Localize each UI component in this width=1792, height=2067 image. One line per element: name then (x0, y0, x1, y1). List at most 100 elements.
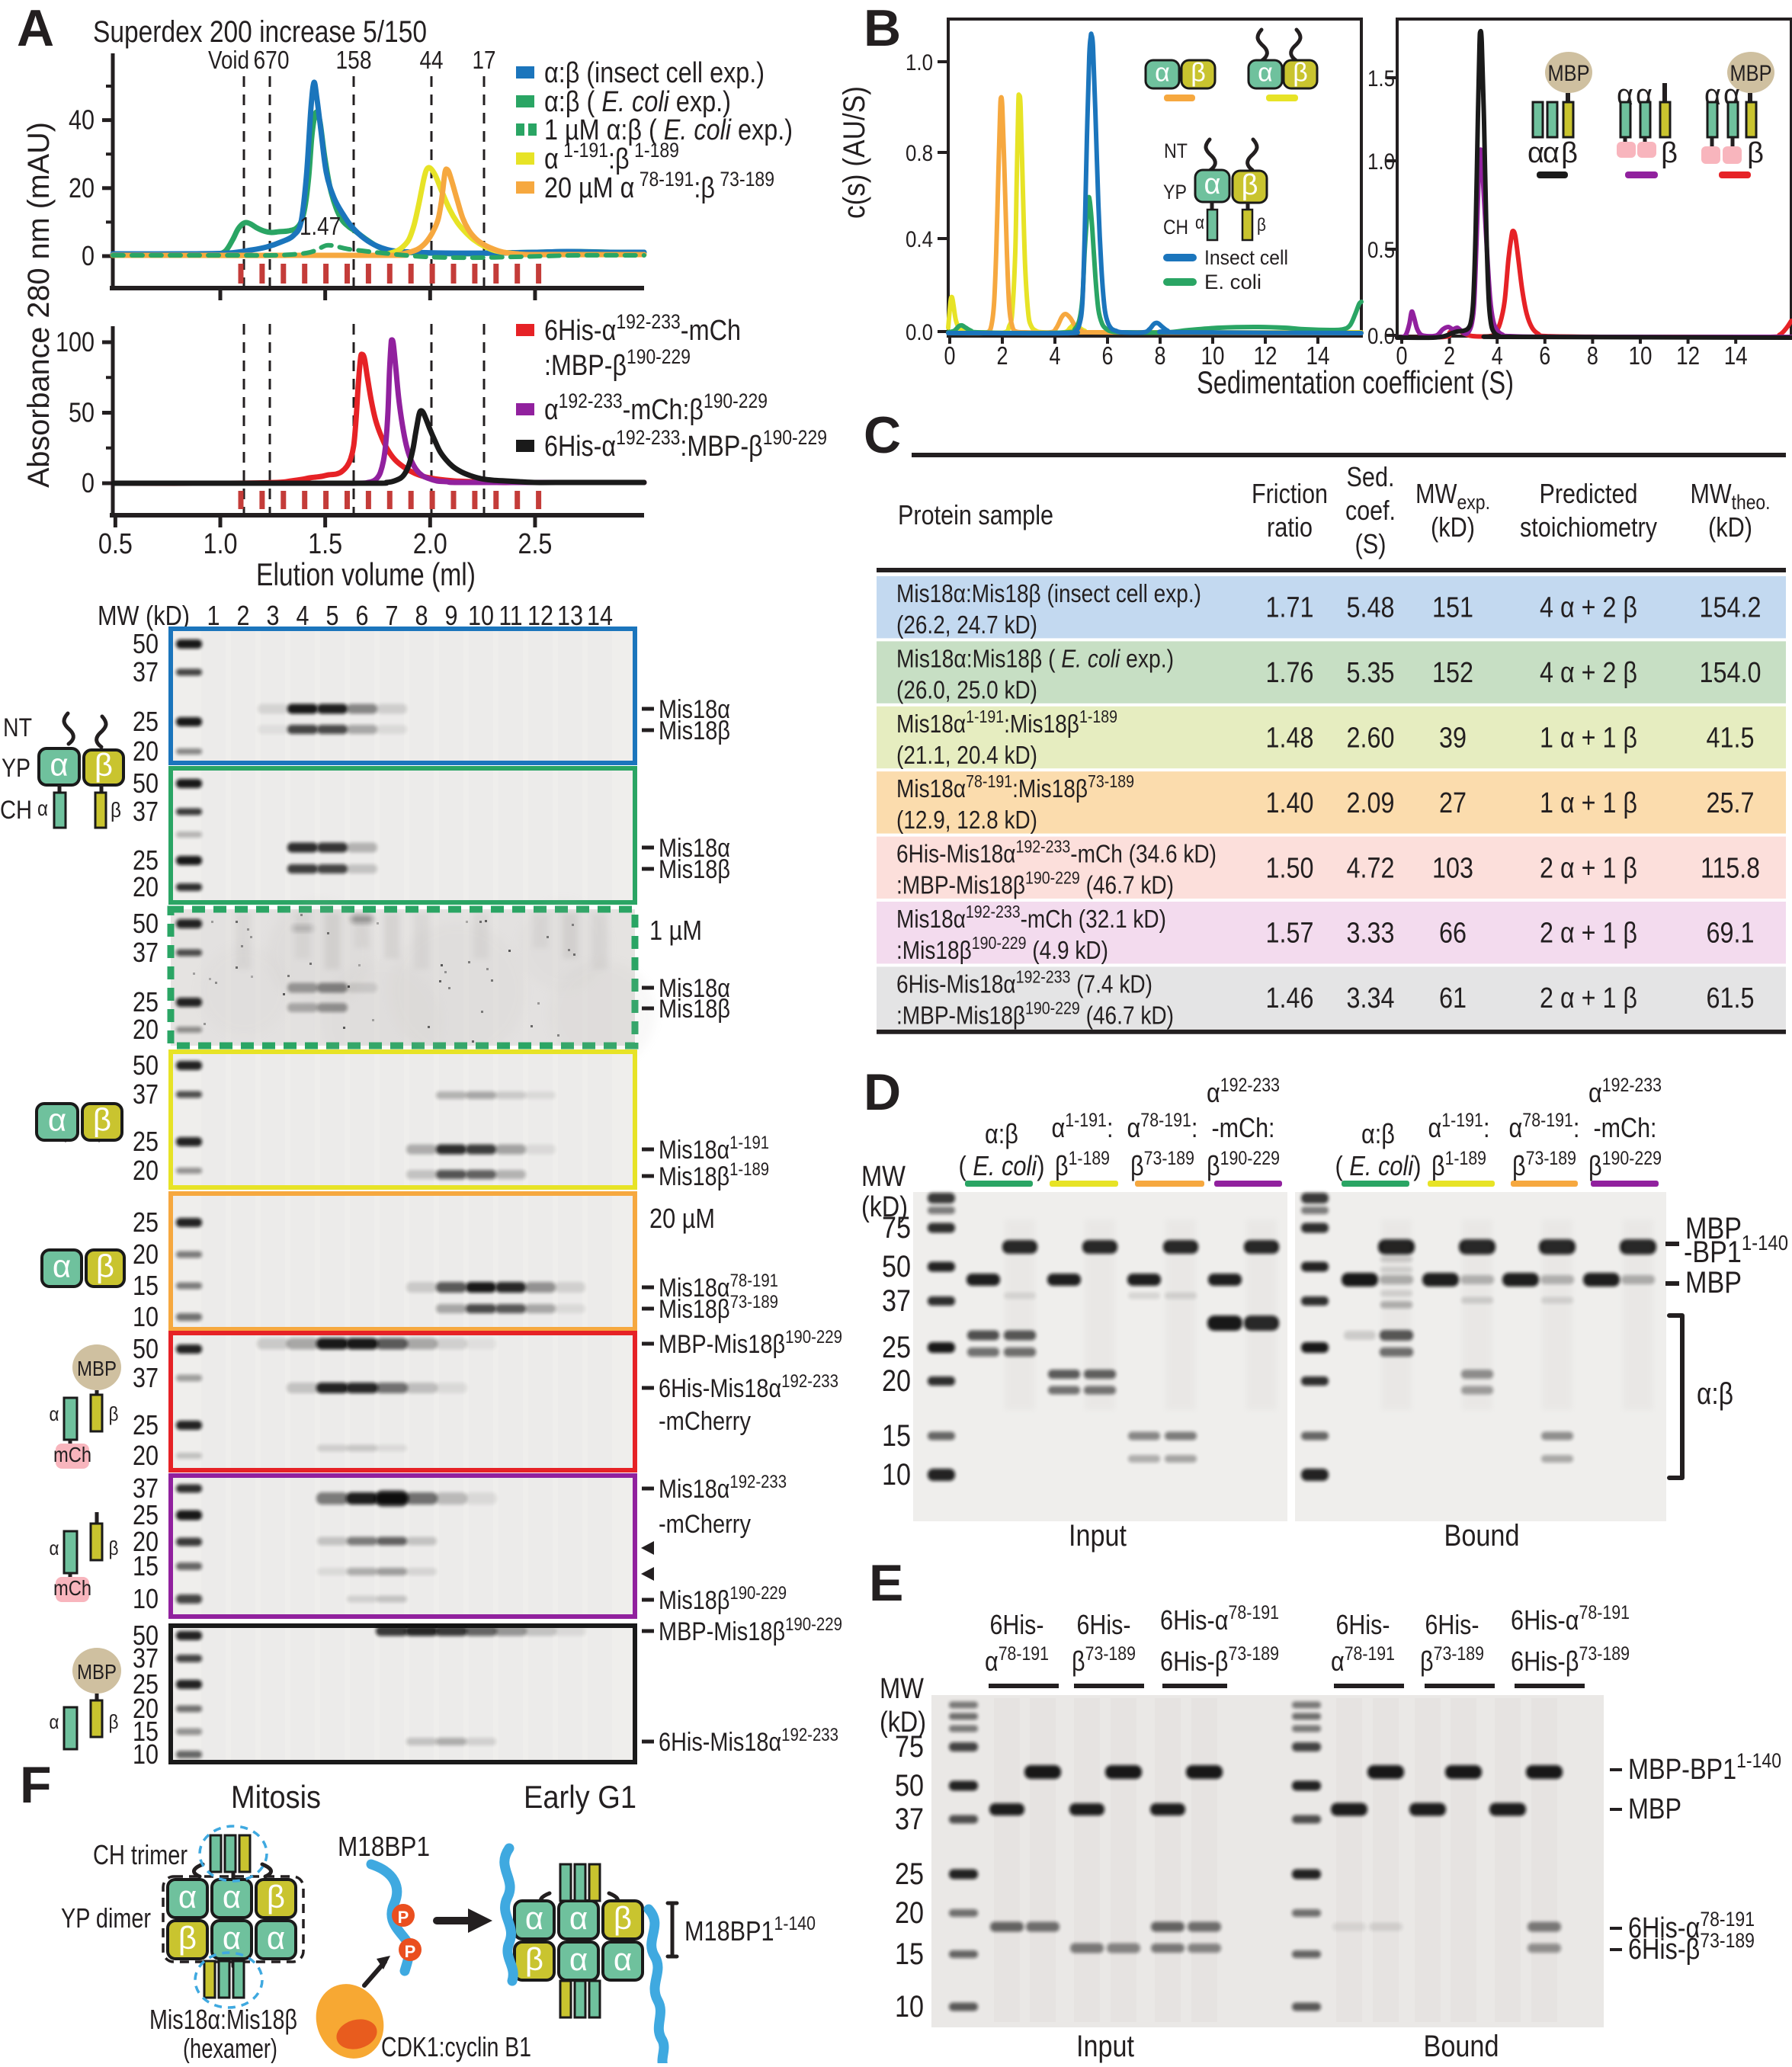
svg-text:69.1: 69.1 (1707, 918, 1755, 950)
svg-text:15: 15 (133, 1716, 159, 1747)
svg-text:158: 158 (336, 46, 372, 74)
svg-text:37: 37 (882, 1284, 911, 1318)
svg-text:Bound: Bound (1424, 2030, 1499, 2063)
svg-text:6His-Mis18α192-233-mCh (34.6 k: 6His-Mis18α192-233-mCh (34.6 kD) (896, 837, 1217, 868)
svg-text:α: α (1528, 137, 1544, 169)
svg-text:mCh: mCh (53, 1443, 91, 1466)
svg-text:154.0: 154.0 (1700, 657, 1762, 689)
svg-text:2.09: 2.09 (1347, 787, 1395, 819)
svg-text:2.5: 2.5 (518, 528, 552, 560)
svg-text:20: 20 (133, 1014, 159, 1045)
svg-text:β1-189: β1-189 (1055, 1148, 1110, 1181)
svg-text:20 µM: 20 µM (649, 1203, 715, 1234)
svg-text:β190-229: β190-229 (1588, 1148, 1662, 1181)
svg-text:Friction: Friction (1252, 478, 1328, 509)
svg-text:2 α + 1 β: 2 α + 1 β (1540, 852, 1637, 884)
svg-text:0: 0 (82, 467, 95, 498)
svg-text:75: 75 (895, 1730, 924, 1764)
svg-text:MW: MW (861, 1161, 906, 1193)
svg-text:α: α (50, 1710, 59, 1733)
svg-text:6His-: 6His- (1336, 1609, 1390, 1640)
svg-text:α78-191:: α78-191: (1509, 1110, 1580, 1143)
svg-text:P: P (405, 1942, 416, 1961)
svg-text:α: α (223, 1920, 241, 1956)
svg-text:β: β (1747, 137, 1764, 169)
svg-text:( E. coli): ( E. coli) (1335, 1150, 1422, 1181)
svg-text:10: 10 (133, 1583, 159, 1614)
svg-text:1.46: 1.46 (1266, 982, 1314, 1014)
svg-text:20: 20 (133, 1155, 159, 1186)
svg-text:1 µM α:β ( E. coli exp.): 1 µM α:β ( E. coli exp.) (544, 114, 793, 146)
svg-text:α: α (525, 1900, 543, 1936)
svg-text:50: 50 (882, 1250, 911, 1283)
svg-text:α: α (50, 1537, 59, 1559)
svg-text:1.40: 1.40 (1266, 787, 1314, 819)
svg-text:Elution volume (ml): Elution volume (ml) (256, 556, 476, 592)
svg-text:1 α + 1 β: 1 α + 1 β (1540, 787, 1637, 819)
svg-text:61.5: 61.5 (1707, 982, 1755, 1014)
svg-text:CH: CH (1163, 216, 1188, 239)
svg-text:10: 10 (1201, 341, 1225, 370)
svg-text:Input: Input (1076, 2030, 1134, 2063)
svg-text:NT: NT (1164, 139, 1188, 162)
svg-text:Mis18α1-191: Mis18α1-191 (659, 1133, 769, 1165)
svg-text:coef.: coef. (1345, 495, 1396, 526)
svg-text:β: β (1561, 137, 1578, 169)
svg-text:MBP: MBP (77, 1357, 117, 1380)
svg-text:103: 103 (1432, 852, 1473, 884)
svg-text::MBP-β190-229: :MBP-β190-229 (544, 345, 691, 382)
svg-text:α: α (569, 1941, 588, 1977)
svg-text:50: 50 (133, 1333, 159, 1364)
svg-text:25: 25 (133, 844, 159, 876)
svg-text:Mis18α78-191: Mis18α78-191 (659, 1271, 778, 1303)
svg-text:50: 50 (133, 768, 159, 799)
svg-text:6His-β73-189: 6His-β73-189 (1511, 1643, 1630, 1677)
svg-text:α: α (1543, 137, 1560, 169)
svg-text:Mis18α1-191:Mis18β1-189: Mis18α1-191:Mis18β1-189 (896, 707, 1117, 738)
svg-text:CDK1:cyclin B1: CDK1:cyclin B1 (381, 2031, 531, 2062)
svg-text:10: 10 (133, 1739, 159, 1770)
svg-text:20: 20 (133, 1239, 159, 1270)
svg-text:10: 10 (882, 1458, 911, 1492)
svg-text:10: 10 (1629, 341, 1653, 370)
svg-text:4: 4 (1492, 341, 1503, 370)
svg-text:50: 50 (69, 397, 95, 428)
svg-text:1.5: 1.5 (1367, 66, 1395, 91)
svg-text:Mis18β: Mis18β (659, 716, 730, 745)
svg-text:10: 10 (895, 1990, 924, 2024)
svg-text:20: 20 (133, 735, 159, 767)
svg-text:α1-191:: α1-191: (1052, 1110, 1114, 1143)
svg-text:Void: Void (208, 46, 249, 74)
svg-text:-mCh:: -mCh: (1212, 1112, 1275, 1143)
svg-text:mCh: mCh (53, 1576, 91, 1600)
svg-text:25: 25 (133, 986, 159, 1017)
svg-text:5.48: 5.48 (1347, 592, 1395, 624)
svg-text:Mis18α:Mis18β (insect cell exp: Mis18α:Mis18β (insect cell exp.) (896, 579, 1201, 607)
svg-text:c(s) (AU/S): c(s) (AU/S) (838, 86, 871, 219)
svg-text:39: 39 (1439, 723, 1467, 755)
svg-text:(kD): (kD) (1708, 511, 1752, 543)
svg-text:β73-189: β73-189 (1512, 1148, 1576, 1181)
svg-text:2 α + 1 β: 2 α + 1 β (1540, 918, 1637, 950)
svg-text:115.8: 115.8 (1701, 852, 1760, 884)
svg-text:8: 8 (1155, 341, 1166, 370)
svg-text:Mis18α:Mis18β ( E. coli exp.): Mis18α:Mis18β ( E. coli exp.) (896, 644, 1174, 672)
svg-text:Mis18α: Mis18α (659, 974, 730, 1003)
svg-text:6His-α78-191: 6His-α78-191 (1628, 1908, 1755, 1944)
svg-text:-mCherry: -mCherry (659, 1407, 751, 1436)
svg-text:α: α (53, 1248, 71, 1284)
svg-text:6His-Mis18α192-233: 6His-Mis18α192-233 (659, 1371, 838, 1403)
svg-text:1.47: 1.47 (300, 212, 341, 240)
svg-text:E: E (869, 1554, 903, 1612)
svg-text:β73-189: β73-189 (1130, 1148, 1194, 1181)
svg-text:Input: Input (1069, 1519, 1127, 1553)
svg-text:α78-191:: α78-191: (1127, 1110, 1198, 1143)
svg-text:40: 40 (69, 104, 95, 136)
svg-text:6His-β73-189: 6His-β73-189 (1160, 1643, 1279, 1677)
svg-text:4: 4 (297, 600, 309, 631)
svg-text:37: 37 (133, 796, 159, 827)
svg-text:25: 25 (882, 1331, 911, 1364)
svg-text:6His-Mis18α192-233 (7.4 kD): 6His-Mis18α192-233 (7.4 kD) (896, 966, 1152, 998)
svg-text:1.48: 1.48 (1266, 723, 1314, 755)
svg-text:1: 1 (207, 600, 220, 631)
